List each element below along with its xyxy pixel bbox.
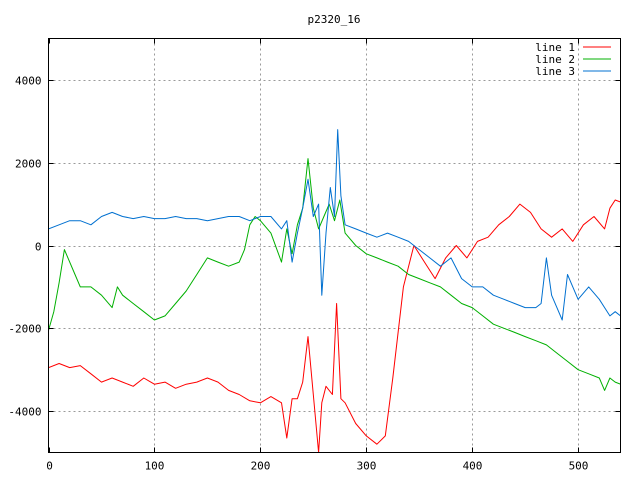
x-tick-label: 0 <box>46 460 53 473</box>
series-line-1 <box>48 199 621 453</box>
x-tick-label: 500 <box>569 460 589 473</box>
plot-frame <box>48 38 621 453</box>
series-line-2 <box>48 158 621 391</box>
series-lines <box>48 129 621 453</box>
x-tick-label: 100 <box>145 460 165 473</box>
chart-title: p2320_16 <box>308 13 361 26</box>
series-line-3 <box>48 129 621 321</box>
y-tick-label: 0 <box>35 241 42 254</box>
y-tick-label: 4000 <box>15 75 42 88</box>
x-tick-label: 400 <box>463 460 483 473</box>
axis-ticks: 0 100 200 300 400 500 -4000 -2000 0 2000 4000 <box>8 38 621 473</box>
y-tick-label: -4000 <box>8 406 41 419</box>
x-tick-label: 200 <box>251 460 271 473</box>
x-tick-label: 300 <box>357 460 377 473</box>
y-tick-label: 2000 <box>15 158 42 171</box>
grid-lines <box>48 38 621 453</box>
legend-label-2: line 2 <box>535 53 575 66</box>
legend-label-1: line 1 <box>535 41 575 54</box>
legend-label-3: line 3 <box>535 65 575 78</box>
y-tick-label: -2000 <box>8 323 41 336</box>
